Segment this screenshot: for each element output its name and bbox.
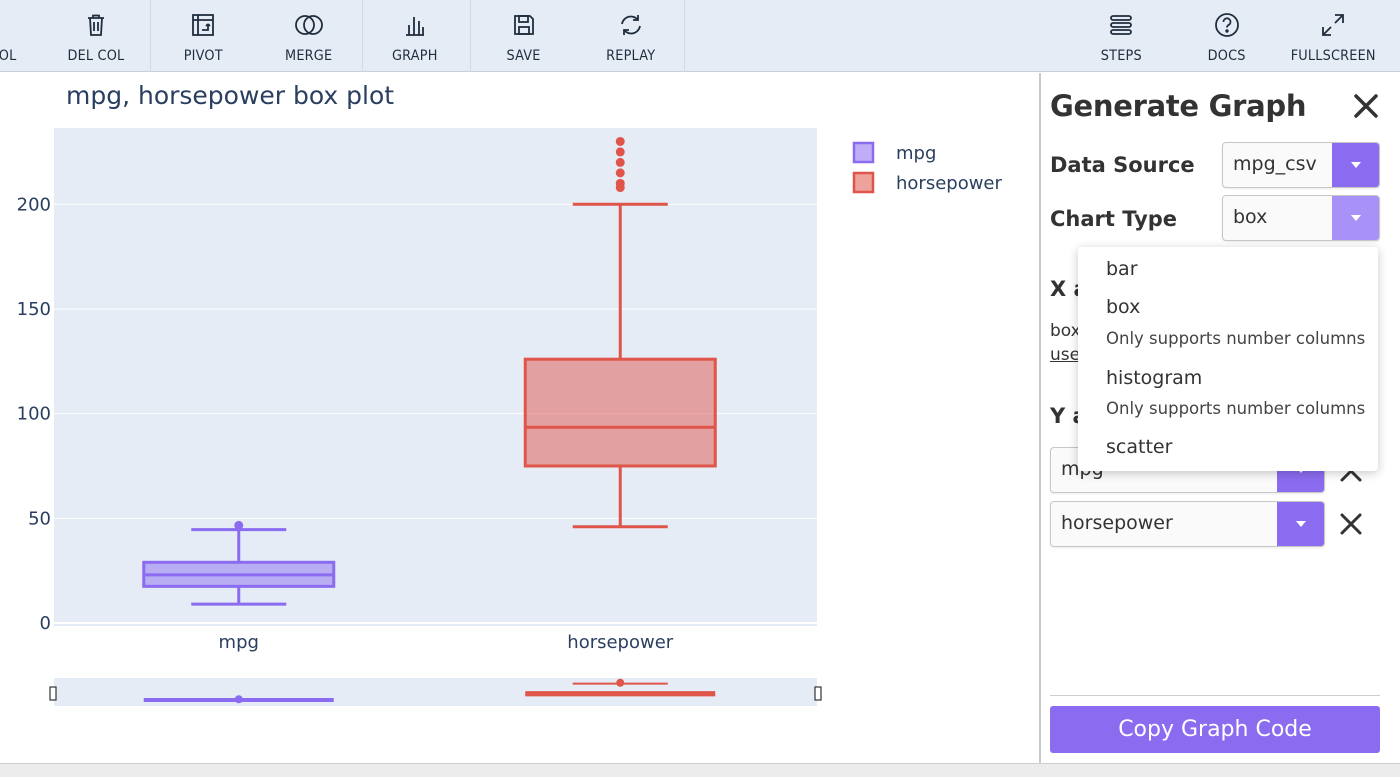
chevron-down-icon: [1332, 143, 1379, 187]
chevron-down-icon: [1277, 502, 1324, 546]
save-label: SAVE: [506, 48, 542, 64]
x-tick-label: mpg: [219, 632, 259, 653]
merge-icon: [294, 12, 324, 38]
use-link-partial[interactable]: use: [1050, 345, 1081, 365]
dropdown-option-histogram[interactable]: histogram: [1106, 367, 1203, 389]
remove-y-horsepower-icon[interactable]: [1338, 511, 1364, 537]
range-box: [525, 691, 716, 697]
pivot-button[interactable]: PIVOT: [170, 0, 236, 72]
y-tick-label: 150: [17, 299, 51, 320]
steps-button[interactable]: STEPS: [1092, 0, 1150, 72]
y-tick-label: 50: [28, 508, 51, 529]
y-tick-label: 200: [17, 194, 51, 215]
legend-swatch: [852, 171, 875, 194]
close-icon[interactable]: [1349, 89, 1383, 123]
outlier-point: [615, 147, 625, 157]
steps-label: STEPS: [1100, 48, 1142, 64]
divider: [1050, 695, 1380, 696]
panel-title: Generate Graph: [1050, 89, 1307, 123]
outlier-point: [615, 136, 625, 146]
merge-label: MERGE: [285, 48, 333, 64]
steps-icon: [1109, 12, 1133, 38]
chart-type-dropdown: bar box Only supports number columns his…: [1078, 247, 1378, 471]
chart-type-select[interactable]: box: [1222, 195, 1380, 241]
dropdown-option-box[interactable]: box: [1106, 296, 1141, 318]
fullscreen-label: FULLSCREEN: [1290, 48, 1376, 64]
range-outlier: [616, 678, 625, 687]
box-note-partial: box: [1050, 321, 1081, 341]
y-tick-label: 0: [40, 613, 51, 634]
legend-swatch: [852, 141, 875, 164]
docs-label: DOCS: [1208, 48, 1246, 64]
toolbar-button-partial[interactable]: OL: [0, 0, 20, 72]
del-col-button[interactable]: DEL COL: [58, 0, 134, 72]
y-axis-select-horsepower[interactable]: horsepower: [1050, 501, 1325, 547]
expand-icon: [1320, 12, 1346, 38]
replay-button[interactable]: REPLAY: [596, 0, 666, 72]
outlier-point: [234, 520, 244, 530]
range-handle-right: [814, 686, 822, 701]
save-icon: [512, 12, 536, 38]
legend-label: mpg: [896, 143, 936, 164]
dropdown-option-box-note: Only supports number columns: [1106, 329, 1366, 348]
replay-label: REPLAY: [606, 48, 656, 64]
dropdown-option-scatter[interactable]: scatter: [1106, 436, 1173, 458]
chevron-down-icon: [1332, 196, 1379, 240]
y-axis-value-horsepower: horsepower: [1061, 512, 1173, 534]
data-source-value: mpg_csv: [1233, 153, 1317, 175]
save-button[interactable]: SAVE: [494, 0, 554, 72]
toolbar: OL DEL COL PIVOT MERGE GRAPH SAVE: [0, 0, 1400, 72]
chart-type-label: Chart Type: [1050, 207, 1178, 231]
copy-graph-code-button[interactable]: Copy Graph Code: [1050, 706, 1380, 753]
legend-label: horsepower: [896, 173, 1003, 194]
bar-chart-icon: [404, 12, 426, 38]
outlier-point: [615, 168, 625, 178]
chart-type-value: box: [1233, 206, 1268, 228]
data-source-select[interactable]: mpg_csv: [1222, 142, 1380, 188]
generate-graph-panel: Generate Graph Data Source mpg_csv Chart…: [1039, 73, 1400, 763]
dropdown-option-histogram-note: Only supports number columns: [1106, 399, 1366, 418]
pivot-label: PIVOT: [183, 48, 223, 64]
help-circle-icon: [1214, 12, 1240, 38]
del-col-label: DEL COL: [67, 48, 125, 64]
outlier-point: [615, 178, 625, 188]
range-outlier: [234, 695, 243, 704]
graph-button[interactable]: GRAPH: [382, 0, 448, 72]
y-tick-label: 100: [17, 404, 51, 425]
merge-button[interactable]: MERGE: [276, 0, 342, 72]
docs-button[interactable]: DOCS: [1200, 0, 1254, 72]
dropdown-option-bar[interactable]: bar: [1106, 258, 1138, 280]
graph-label: GRAPH: [392, 48, 438, 64]
bottom-strip: [0, 763, 1400, 777]
replay-icon: [617, 12, 645, 38]
data-source-label: Data Source: [1050, 153, 1195, 177]
trash-icon: [85, 12, 107, 38]
box-plot-chart: 0 50 100 150 200 mpg horsepower mpg horsepower: [17, 128, 1003, 706]
chart-area: mpg, horsepower box plot 0 50 100 150 200 mpg…: [0, 73, 1038, 763]
pivot-icon: [191, 12, 215, 38]
box-horsepower: [523, 357, 717, 468]
range-handle-left: [49, 686, 57, 701]
outlier-point: [615, 157, 625, 167]
fullscreen-button[interactable]: FULLSCREEN: [1288, 0, 1378, 72]
x-tick-label: horsepower: [567, 632, 674, 653]
chart-title: mpg, horsepower box plot: [66, 81, 395, 110]
toolbar-label: OL: [0, 48, 17, 64]
